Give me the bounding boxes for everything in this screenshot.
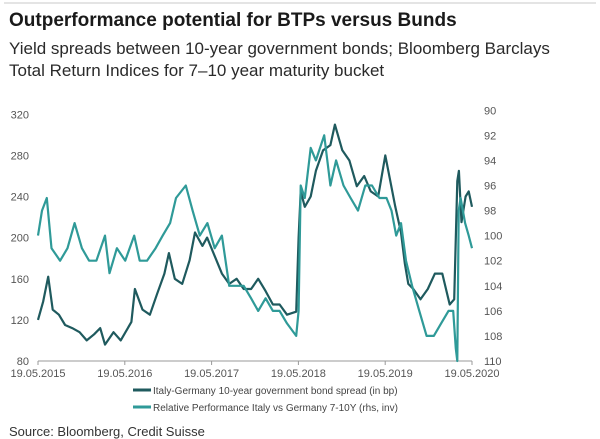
right-tick-label: 98 <box>484 206 496 218</box>
chart-subtitle: Yield spreads between 10-year government… <box>9 39 550 80</box>
x-tick-label: 19.05.2020 <box>444 368 499 380</box>
right-tick-label: 96 <box>484 180 496 192</box>
x-tick-label: 19.05.2018 <box>271 368 326 380</box>
performance-series-line <box>36 134 474 363</box>
left-tick-label: 320 <box>11 109 29 121</box>
left-tick-label: 280 <box>11 150 29 162</box>
right-tick-label: 90 <box>484 105 496 117</box>
x-tick-label: 19.05.2017 <box>184 368 239 380</box>
right-tick-label: 92 <box>484 130 496 142</box>
right-tick-label: 100 <box>484 231 502 243</box>
left-tick-label: 160 <box>11 274 29 286</box>
right-tick-label: 108 <box>484 331 502 343</box>
right-tick-label: 110 <box>484 356 502 368</box>
x-tick-label: 19.05.2015 <box>10 368 65 380</box>
right-tick-label: 106 <box>484 306 502 318</box>
x-tick-label: 19.05.2019 <box>358 368 413 380</box>
left-tick-label: 200 <box>11 233 29 245</box>
spread-series-line <box>36 123 474 346</box>
left-tick-label: 120 <box>11 315 29 327</box>
legend-entry: Relative Performance Italy vs Germany 7-… <box>153 403 398 414</box>
left-tick-label: 80 <box>17 356 29 368</box>
source-note: Source: Bloomberg, Credit Suisse <box>9 424 205 439</box>
right-tick-label: 102 <box>484 256 502 268</box>
chart-title: Outperformance potential for BTPs versus… <box>9 10 457 31</box>
left-tick-label: 240 <box>11 192 29 204</box>
legend-entry: Italy-Germany 10-year government bond sp… <box>153 386 398 397</box>
right-tick-label: 104 <box>484 281 502 293</box>
right-tick-label: 94 <box>484 155 496 167</box>
x-tick-label: 19.05.2016 <box>97 368 152 380</box>
